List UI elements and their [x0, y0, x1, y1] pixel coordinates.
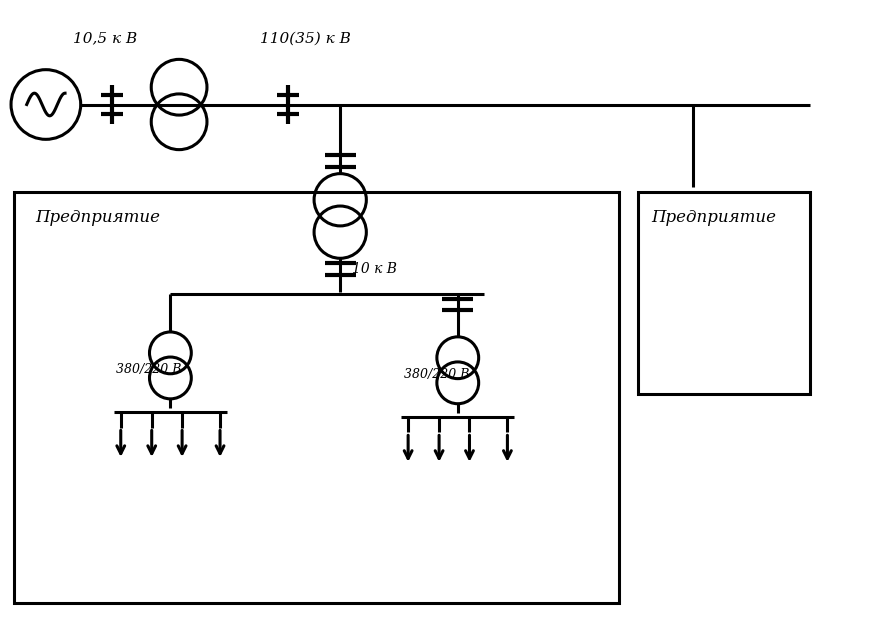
- Text: Предприятие: Предприятие: [36, 209, 160, 226]
- Text: Предприятие: Предприятие: [651, 209, 776, 226]
- Bar: [14, 192, 619, 603]
- Bar: [638, 192, 810, 394]
- Text: 10,5 к В: 10,5 к В: [73, 31, 137, 45]
- Text: 380/220 В: 380/220 В: [116, 363, 181, 376]
- Text: 10 к В: 10 к В: [352, 261, 398, 276]
- Text: 380/220 В: 380/220 В: [404, 368, 469, 381]
- Text: 110(35) к В: 110(35) к В: [260, 31, 351, 45]
